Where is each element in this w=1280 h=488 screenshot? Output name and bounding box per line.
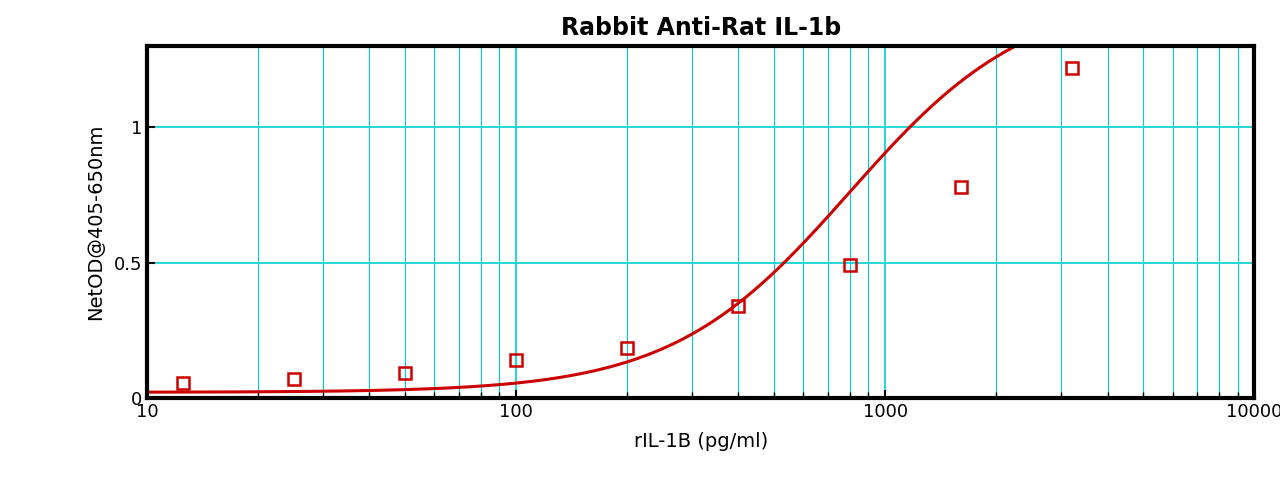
X-axis label: rIL-1B (pg/ml): rIL-1B (pg/ml) — [634, 432, 768, 451]
Title: Rabbit Anti-Rat IL-1b: Rabbit Anti-Rat IL-1b — [561, 16, 841, 40]
Y-axis label: NetOD@405-650nm: NetOD@405-650nm — [87, 124, 105, 320]
